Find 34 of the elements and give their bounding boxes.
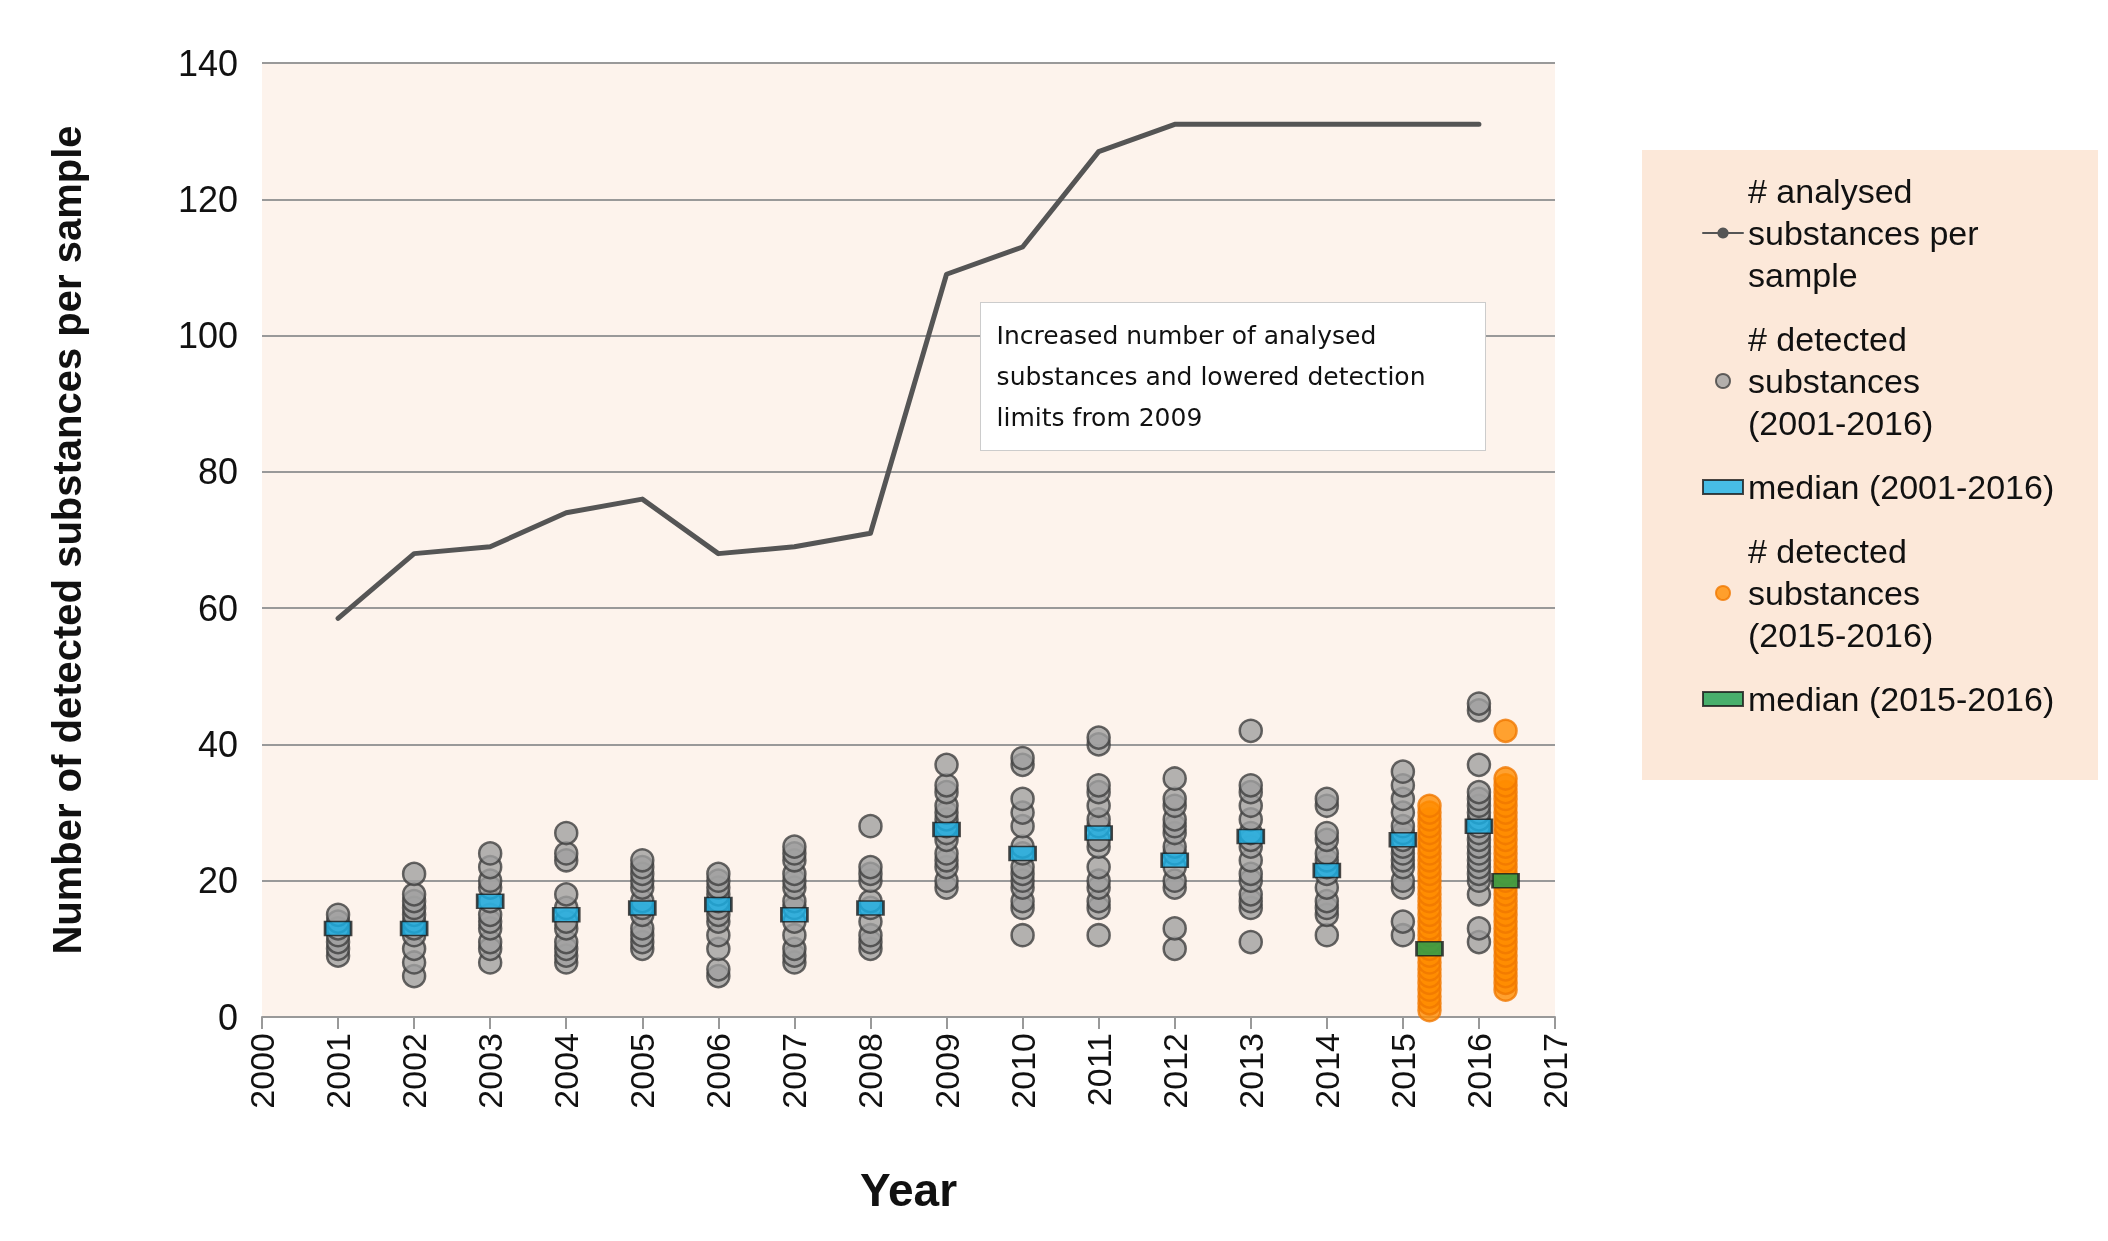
x-tick-label: 2000 [243,1033,281,1109]
x-tick-label: 2009 [927,1033,966,1109]
y-tick-label: 80 [197,451,238,493]
y-tick-label: 20 [197,860,238,902]
y-tick-label: 140 [177,42,238,84]
legend-label: # detected substances (2015-2016) [1748,532,1934,654]
x-tick-label: 2003 [471,1033,510,1109]
legend-label: # detected substances (2001-2016) [1748,320,1934,442]
x-tick-label: 2005 [623,1033,662,1109]
x-tick-label: 2016 [1459,1033,1498,1109]
x-tick-label: 2011 [1079,1033,1118,1107]
x-tick-label: 2008 [851,1033,890,1109]
y-tick-label: 40 [197,723,238,765]
y-tick-label: 100 [177,315,238,357]
legend-label: # analysed substances per sample [1748,172,1989,294]
x-tick-label: 2017 [1536,1033,1574,1109]
legend-label: median (2001-2016) [1748,468,2055,506]
x-tick-label: 2014 [1307,1033,1346,1109]
x-tick-label: 2015 [1383,1033,1422,1109]
legend-label: median (2015-2016) [1748,680,2055,718]
y-tick-label: 0 [217,996,238,1038]
y-tick-label: 120 [177,178,238,220]
x-tick-label: 2007 [775,1033,814,1109]
y-axis-title: Number of detected substances per sample [45,125,89,955]
x-tick-label: 2012 [1155,1033,1194,1109]
x-tick-label: 2002 [395,1033,434,1109]
x-tick-label: 2013 [1231,1033,1270,1109]
x-tick-label: 2006 [699,1033,738,1109]
x-tick-label: 2004 [547,1033,586,1109]
x-tick-label: 2001 [319,1033,358,1109]
y-tick-label: 60 [197,587,238,629]
annotation: Increased number of analysed substances and lowered detection limits from 2009 [979,301,1486,451]
x-axis-title: Year [859,1164,958,1216]
x-tick-label: 2010 [1003,1033,1042,1109]
